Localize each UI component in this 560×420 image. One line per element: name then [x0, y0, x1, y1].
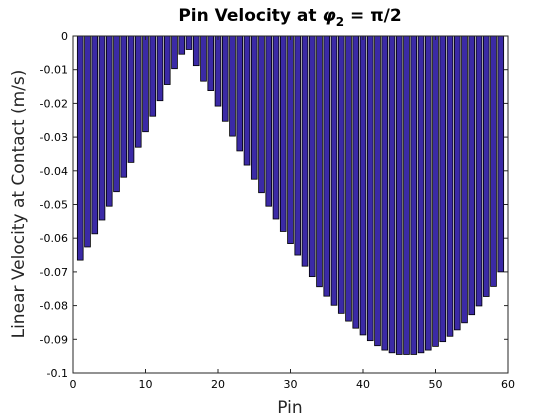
- bar-pin-4: [98, 35, 106, 221]
- bar-pin-17: [192, 35, 200, 67]
- x-tick-label-10: 10: [139, 378, 153, 391]
- bar-pin-48: [417, 35, 425, 354]
- x-tick-label-20: 20: [211, 378, 225, 391]
- bar-pin-54: [461, 35, 468, 324]
- bar-pin-33: [308, 35, 316, 278]
- bar-pin-26: [258, 35, 265, 194]
- bar-pin-12: [156, 35, 164, 102]
- y-tick-label-8: -0.08: [40, 300, 68, 313]
- bar-pin-50: [432, 35, 439, 347]
- bar-pin-20: [214, 35, 222, 107]
- bar-pin-30: [287, 35, 294, 244]
- y-tick-label-2: -0.02: [40, 97, 68, 110]
- bar-pin-51: [439, 35, 447, 343]
- bar-pin-43: [381, 35, 389, 351]
- bar-pin-35: [323, 35, 331, 297]
- bar-pin-57: [482, 35, 490, 297]
- y-tick-label-7: -0.07: [40, 266, 68, 279]
- x-tick-label-30: 30: [284, 378, 298, 391]
- bar-pin-22: [229, 35, 236, 137]
- bar-pin-25: [250, 35, 258, 180]
- bar-pin-23: [236, 35, 244, 152]
- bar-pin-13: [163, 35, 171, 85]
- y-tick-label-9: -0.09: [40, 333, 68, 346]
- bar-pin-36: [330, 35, 338, 306]
- bar-pin-6: [113, 35, 120, 193]
- bar-pin-31: [294, 35, 302, 256]
- x-tick-label-40: 40: [356, 378, 370, 391]
- bar-pin-42: [374, 35, 381, 347]
- bar-pin-37: [337, 35, 345, 314]
- bar-pin-3: [91, 35, 99, 235]
- bar-pin-34: [316, 35, 323, 288]
- bar-pin-53: [453, 35, 461, 331]
- bar-pin-32: [301, 35, 309, 267]
- bar-pin-11: [149, 35, 157, 117]
- bar-pin-47: [410, 35, 418, 355]
- bar-pin-24: [243, 35, 251, 166]
- x-axis-label: Pin: [277, 398, 302, 418]
- bar-pin-27: [265, 35, 273, 207]
- y-tick-label-3: -0.03: [40, 131, 68, 144]
- y-tick-label-0: 0: [61, 30, 68, 43]
- bar-pin-2: [84, 35, 91, 248]
- bar-pin-59: [497, 35, 505, 273]
- bar-pin-38: [345, 35, 352, 322]
- y-axis-label: Linear Velocity at Contact (m/s): [9, 70, 29, 339]
- bar-pin-5: [105, 35, 113, 207]
- bar-pin-40: [359, 35, 367, 336]
- bar-pin-55: [468, 35, 476, 316]
- x-tick-label-0: 0: [70, 378, 77, 391]
- axes-group: 0 10 20 30 40 50 60 0 -0.01 -0.02 -0.03 -0.04 -0.05 -…: [40, 30, 515, 391]
- bar-pin-14: [171, 35, 178, 70]
- bar-pin-18: [200, 35, 207, 82]
- bar-pin-41: [366, 35, 374, 342]
- chart-title-symbol: φ: [322, 6, 335, 26]
- bar-pin-21: [221, 35, 229, 122]
- bar-pin-39: [352, 35, 360, 329]
- bar-pin-52: [446, 35, 454, 337]
- chart-title: Pin Velocity at φ2 = π/2: [178, 6, 401, 29]
- bar-pin-10: [142, 35, 149, 133]
- bar-pin-56: [475, 35, 483, 307]
- bar-pin-46: [403, 35, 410, 355]
- bar-pin-1: [76, 35, 84, 261]
- bar-pin-8: [127, 35, 135, 163]
- bar-pin-7: [120, 35, 128, 178]
- bar-pin-15: [178, 35, 186, 55]
- chart-title-prefix: Pin Velocity at: [178, 6, 322, 26]
- y-tick-label-5: -0.05: [40, 199, 68, 212]
- bar-pin-29: [279, 35, 287, 232]
- y-tick-label-6: -0.06: [40, 232, 68, 245]
- bar-pin-49: [424, 35, 432, 351]
- y-tick-label-1: -0.01: [40, 64, 68, 77]
- x-tick-label-50: 50: [429, 378, 443, 391]
- chart-title-suffix: = π/2: [344, 6, 402, 26]
- bar-pin-45: [395, 35, 403, 355]
- bar-pin-19: [207, 35, 215, 91]
- x-tick-label-60: 60: [501, 378, 515, 391]
- bar-pin-16: [185, 35, 193, 50]
- bar-pin-44: [388, 35, 396, 354]
- bar-pin-58: [490, 35, 497, 287]
- bar-pin-28: [272, 35, 280, 220]
- y-tick-label-4: -0.04: [40, 165, 68, 178]
- bars-group: [76, 35, 505, 355]
- y-tick-label-10: -0.1: [47, 367, 68, 380]
- chart-title-subscript: 2: [336, 15, 344, 29]
- bar-pin-9: [134, 35, 142, 148]
